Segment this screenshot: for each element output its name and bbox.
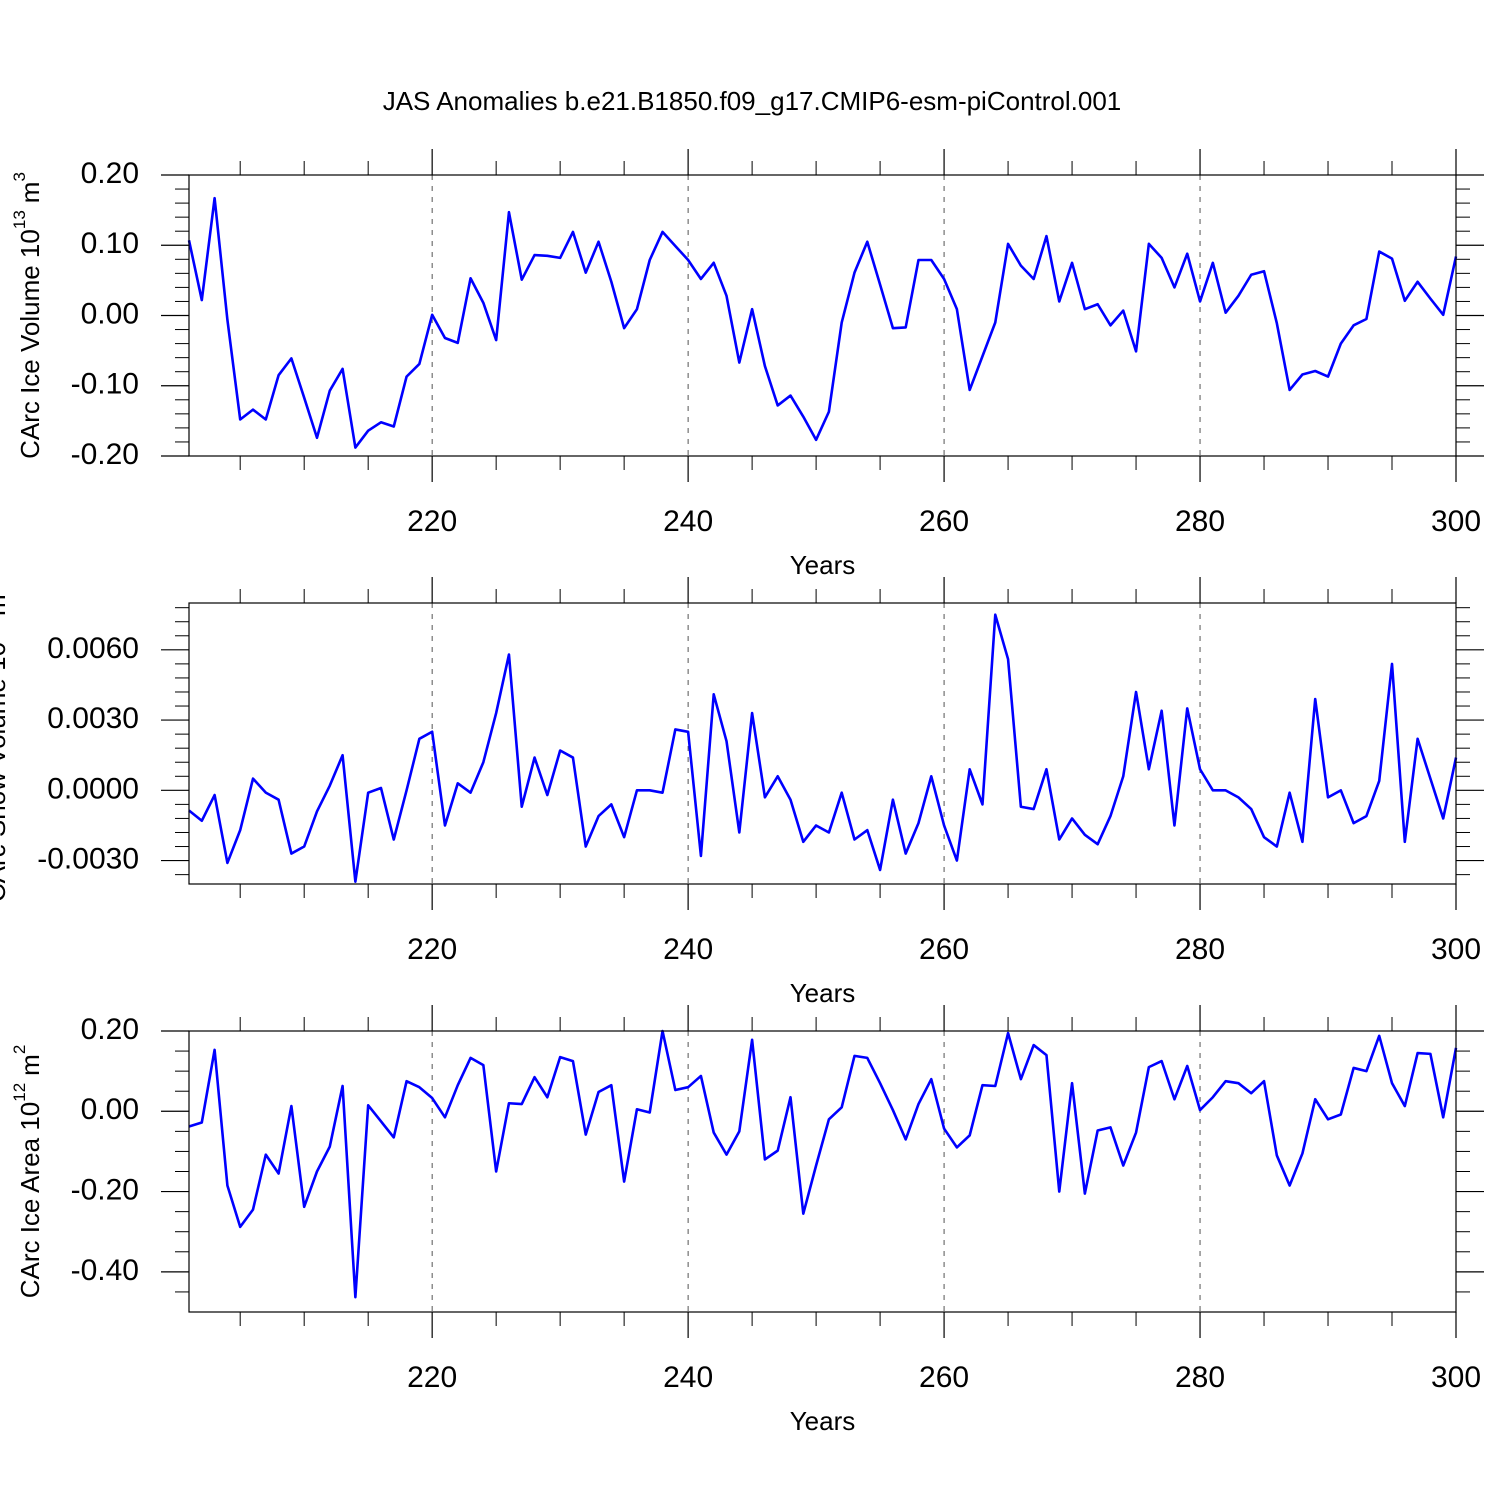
y-tick-label: -0.40 bbox=[71, 1254, 139, 1287]
x-tick-label: 220 bbox=[407, 505, 457, 538]
y-tick-label: 0.00 bbox=[81, 1093, 139, 1126]
y-tick-label: 0.10 bbox=[81, 227, 139, 260]
y-axis-label-exponent: 3 bbox=[10, 172, 29, 181]
x-tick-label: 220 bbox=[407, 933, 457, 966]
y-tick-label: 0.0000 bbox=[47, 772, 139, 805]
y-tick-label: 0.0030 bbox=[47, 702, 139, 735]
y-axis-label-exponent: 13 bbox=[10, 210, 29, 229]
y-axis-label-part: m bbox=[0, 594, 11, 616]
y-tick-label: 0.20 bbox=[81, 157, 139, 190]
x-axis-label: Years bbox=[790, 1406, 856, 1436]
x-axis-label: Years bbox=[790, 978, 856, 1008]
y-tick-label: -0.10 bbox=[71, 368, 139, 401]
data-line bbox=[188, 1029, 1458, 1299]
y-tick-label: 0.20 bbox=[81, 1013, 139, 1046]
y-tick-label: -0.20 bbox=[71, 438, 139, 471]
y-axis-label: CArc Ice Area 1012 m2 bbox=[10, 1045, 44, 1299]
plot-frame bbox=[188, 174, 1457, 457]
data-line bbox=[187, 196, 1458, 449]
y-tick-label: 0.00 bbox=[81, 297, 139, 330]
x-tick-label: 260 bbox=[919, 505, 969, 538]
x-tick-label: 300 bbox=[1431, 1361, 1481, 1394]
y-axis-label: CArc Ice Volume 1013 m3 bbox=[10, 172, 44, 459]
y-axis-label-part: CArc Snow Volume 10 bbox=[0, 642, 11, 902]
y-axis-label-exponent: 2 bbox=[10, 1045, 29, 1054]
x-tick-label: 240 bbox=[663, 933, 713, 966]
x-tick-label: 260 bbox=[919, 933, 969, 966]
panel: 220 240 260 280 300 -0.0030 0.0000 0.0030 0.0060… bbox=[0, 577, 1484, 1008]
x-tick-label: 240 bbox=[663, 505, 713, 538]
x-tick-label: 280 bbox=[1175, 933, 1225, 966]
panel: 220 240 260 280 300 -0.20 -0.10 0.00 0.10 0.20 Yea… bbox=[10, 149, 1484, 580]
y-axis-label: CArc Snow Volume 1013m3 bbox=[0, 585, 11, 902]
y-tick-label: -0.20 bbox=[71, 1173, 139, 1206]
x-tick-label: 260 bbox=[919, 1361, 969, 1394]
x-tick-label: 280 bbox=[1175, 505, 1225, 538]
x-tick-label: 220 bbox=[407, 1361, 457, 1394]
y-axis-label-part: CArc Ice Area 10 bbox=[15, 1102, 45, 1299]
x-tick-label: 240 bbox=[663, 1361, 713, 1394]
y-tick-label: 0.0060 bbox=[47, 632, 139, 665]
y-tick-label: -0.0030 bbox=[37, 843, 139, 876]
x-axis-label: Years bbox=[790, 550, 856, 580]
panel: 220 240 260 280 300 -0.40 -0.20 0.00 0.20 Years CA… bbox=[10, 1005, 1484, 1436]
chart-title: JAS Anomalies b.e21.B1850.f09_g17.CMIP6-… bbox=[383, 86, 1122, 116]
y-axis-label-part: m bbox=[15, 182, 45, 204]
y-axis-label-exponent: 12 bbox=[10, 1083, 29, 1102]
x-tick-label: 280 bbox=[1175, 1361, 1225, 1394]
x-tick-label: 300 bbox=[1431, 505, 1481, 538]
y-axis-label-part: CArc Ice Volume 10 bbox=[15, 229, 45, 459]
plot-frame bbox=[188, 602, 1457, 885]
plot-frame bbox=[188, 1030, 1457, 1313]
y-axis-label-part: m bbox=[15, 1054, 45, 1076]
x-tick-label: 300 bbox=[1431, 933, 1481, 966]
data-line bbox=[188, 613, 1458, 883]
